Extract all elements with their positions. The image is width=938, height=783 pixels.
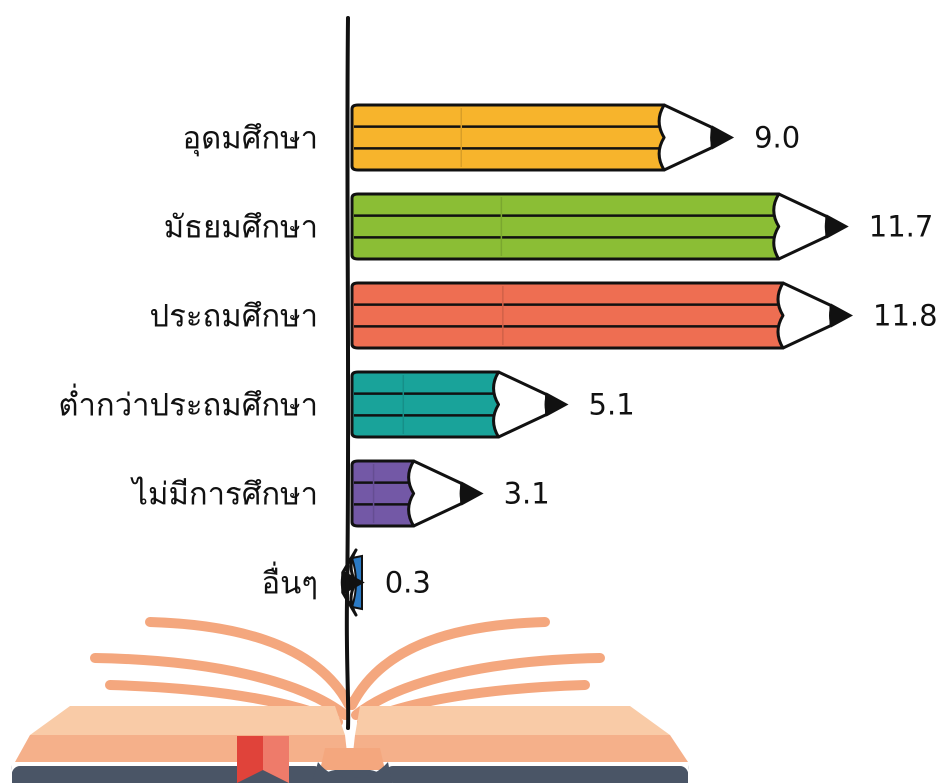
pencil-bar	[350, 459, 484, 528]
pencil-body	[350, 281, 785, 350]
category-label: อุดมศึกษา	[183, 121, 318, 158]
pencil-bar	[340, 548, 365, 617]
pencil-bar	[350, 370, 569, 439]
book-pages-left-lower	[15, 735, 348, 762]
pencil-body	[350, 459, 416, 528]
book-cover-base	[385, 766, 688, 783]
value-label: 9.0	[754, 121, 800, 155]
pencil-bar	[350, 281, 853, 350]
pencil-lead	[824, 214, 849, 239]
pencil-bar	[350, 103, 735, 172]
pencil-cone	[776, 281, 833, 350]
category-label: ไม่มีการศึกษา	[129, 477, 318, 513]
pencil-lead	[544, 392, 569, 417]
category-label: อื่นๆ	[262, 562, 318, 602]
pencil-cone	[492, 370, 549, 439]
value-label: 3.1	[504, 477, 550, 511]
book-pages-right-lower	[352, 735, 688, 762]
pencil-lead	[459, 481, 484, 506]
category-label: ประถมศึกษา	[150, 299, 318, 335]
vertical-axis-line	[344, 16, 351, 730]
bookmark-icon	[237, 736, 289, 783]
book-pages-right	[355, 706, 670, 735]
value-labels: 9.0 11.7 11.8 5.1 3.1 0.3	[385, 121, 938, 600]
value-label: 5.1	[589, 388, 635, 422]
pencil-cone	[657, 103, 714, 172]
pencil-body	[350, 192, 781, 261]
pencil-lead	[710, 125, 735, 150]
page-ray	[90, 653, 350, 720]
book-pages-left	[30, 706, 345, 735]
value-label: 11.7	[869, 210, 934, 244]
pencil-body	[350, 370, 501, 439]
category-labels: อุดมศึกษามัธยมศึกษาประถมศึกษาต่ำกว่าประถ…	[58, 121, 318, 602]
pencil-lead	[829, 303, 853, 328]
book-cover-center	[312, 762, 392, 783]
page-ray	[351, 653, 605, 720]
value-label: 0.3	[385, 566, 431, 600]
page-ray	[145, 617, 354, 710]
pencil-cone	[772, 192, 829, 261]
page-ray	[347, 617, 550, 710]
book-cover	[11, 765, 689, 783]
pencil-body	[350, 103, 666, 172]
pencil-cone	[407, 459, 464, 528]
category-label: ต่ำกว่าประถมศึกษา	[58, 384, 318, 424]
value-label: 11.8	[873, 299, 938, 333]
book-spine-page	[320, 748, 385, 770]
pencil-bar	[350, 192, 849, 261]
category-label: มัธยมศึกษา	[164, 210, 318, 246]
open-book-icon	[11, 617, 689, 783]
bars-group	[340, 103, 853, 617]
